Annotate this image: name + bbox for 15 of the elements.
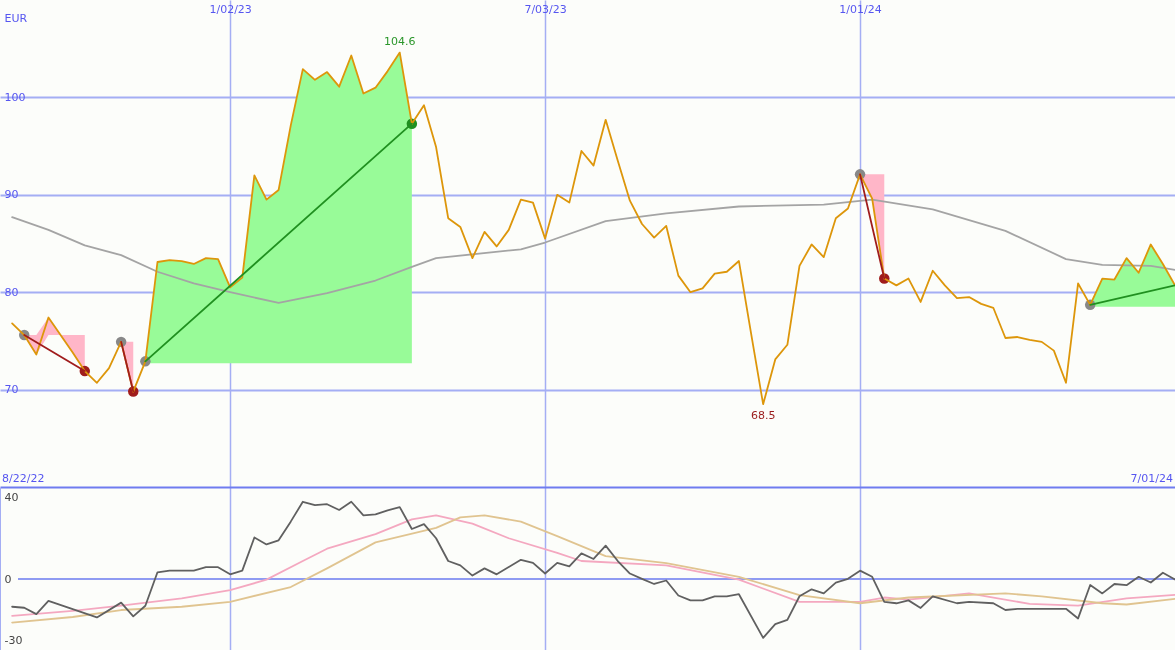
y-tick-label: 0 — [4, 572, 12, 586]
y-axis-title: EUR — [4, 11, 28, 25]
y-tick-label: 70 — [4, 383, 19, 397]
x-tick-label: 7/03/23 — [524, 2, 567, 16]
annotation: 8/22/22 — [2, 472, 45, 485]
x-tick-label: 1/01/24 — [839, 2, 882, 16]
x-tick-label: 1/02/23 — [209, 2, 252, 16]
y-tick-label: 100 — [4, 90, 26, 104]
annotation: 104.6 — [383, 34, 416, 48]
y-tick-label: 80 — [4, 285, 19, 299]
y-tick-label: -30 — [4, 634, 23, 648]
annotation: 7/01/24 — [1130, 472, 1173, 485]
y-tick-label: 90 — [4, 188, 19, 202]
annotation: 68.5 — [750, 409, 776, 423]
y-tick-label: 40 — [4, 490, 19, 504]
